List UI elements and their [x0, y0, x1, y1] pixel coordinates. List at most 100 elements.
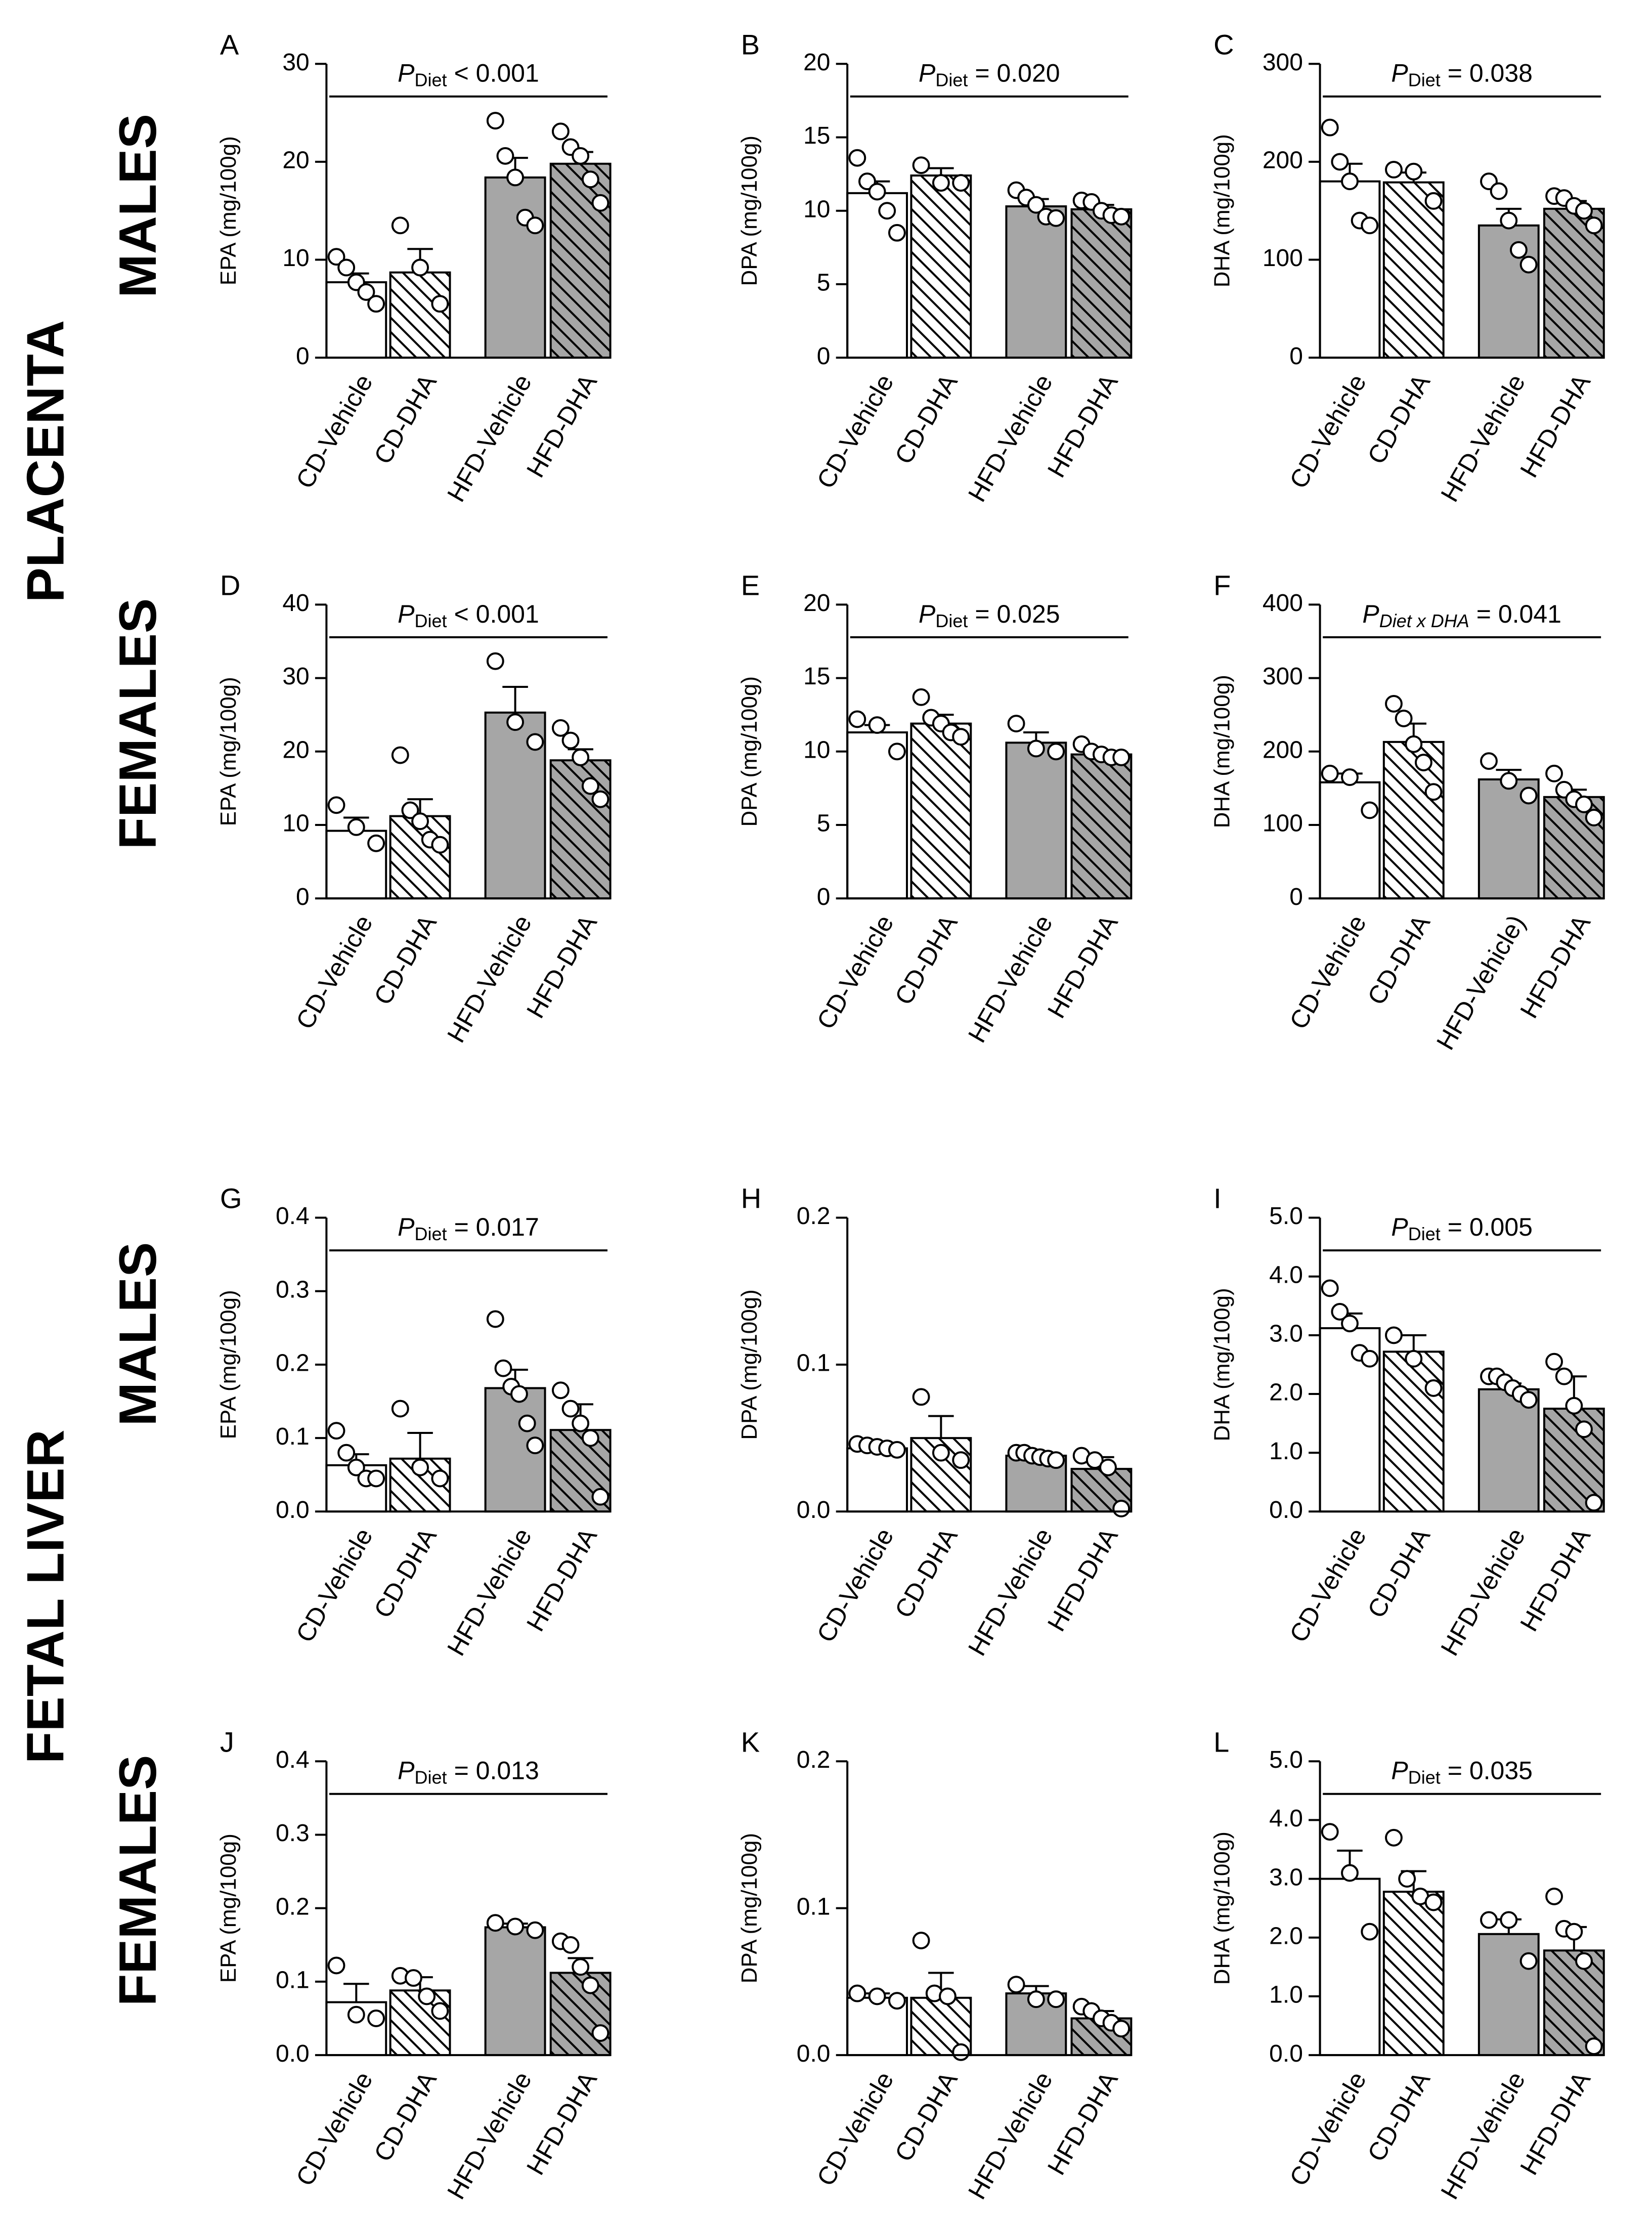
- data-point: [1321, 764, 1339, 782]
- data-point: [327, 248, 345, 266]
- x-tick-label: CD-Vehicle: [1284, 2067, 1372, 2191]
- data-point: [431, 2002, 449, 2020]
- bar: [1070, 208, 1133, 359]
- y-tick-label: 1.0: [1269, 1982, 1303, 2009]
- annotation-text: = 0.013: [454, 1757, 539, 1785]
- y-axis-label: EPA (mg/100g): [216, 677, 241, 826]
- y-axis-label: EPA (mg/100g): [216, 136, 241, 285]
- data-point: [431, 295, 449, 313]
- bar: [484, 176, 546, 359]
- annotation: PDiet = 0.038: [1391, 59, 1533, 90]
- data-point: [1007, 1976, 1025, 1994]
- data-point: [848, 1984, 866, 2002]
- data-point: [496, 147, 514, 165]
- annotation-text: = 0.035: [1448, 1757, 1533, 1785]
- y-tick-label: 0.1: [276, 1423, 310, 1450]
- y-tick-label: 0.0: [276, 1497, 310, 1523]
- data-point: [337, 258, 356, 277]
- annotation-p: P: [919, 59, 936, 88]
- x-tick-label: HFD-Vehicle: [1435, 2067, 1531, 2204]
- annotation-text: = 0.005: [1448, 1213, 1533, 1241]
- data-point: [1519, 1391, 1538, 1409]
- data-point: [591, 2024, 610, 2042]
- x-tick-label: CD-Vehicle: [811, 1523, 899, 1647]
- x-tick-label: CD-Vehicle: [1284, 1523, 1372, 1647]
- y-axis-label: DHA (mg/100g): [1209, 1831, 1234, 1985]
- data-point: [1112, 2020, 1131, 2038]
- x-tick-label: CD-DHA: [368, 910, 442, 1010]
- y-tick-label: 30: [282, 663, 309, 690]
- annotation: PDiet = 0.013: [398, 1757, 539, 1787]
- x-tick-label: HFD-Vehicle): [1431, 910, 1531, 1055]
- data-point: [1361, 216, 1379, 235]
- data-point: [1575, 1952, 1593, 1970]
- data-point: [848, 710, 866, 728]
- y-tick-label: 0.0: [797, 2040, 831, 2067]
- bar: [1319, 781, 1381, 900]
- bar: [1319, 1878, 1381, 2057]
- annotation: PDiet < 0.001: [398, 600, 539, 631]
- panel-letter: H: [741, 1183, 761, 1214]
- y-tick-label: 0.0: [276, 2040, 310, 2067]
- data-point: [1027, 196, 1045, 214]
- y-tick-label: 0.2: [276, 1350, 310, 1377]
- data-point: [939, 1987, 957, 2005]
- data-point: [932, 1444, 950, 1462]
- annotation: PDiet x DHA = 0.041: [1362, 600, 1561, 631]
- y-axis-label: DPA (mg/100g): [737, 676, 762, 827]
- y-tick-label: 20: [803, 49, 830, 76]
- data-point: [561, 1936, 580, 1954]
- x-tick-label: HFD-Vehicle: [442, 910, 537, 1047]
- data-point: [1585, 2037, 1603, 2056]
- data-point: [581, 777, 599, 795]
- data-point: [506, 713, 525, 731]
- y-tick-label: 20: [282, 147, 309, 174]
- data-point: [1341, 1864, 1359, 1882]
- data-point: [1424, 1893, 1443, 1911]
- annotation-text: = 0.025: [975, 600, 1060, 628]
- data-point: [1395, 709, 1413, 727]
- y-tick-label: 5: [817, 270, 831, 296]
- annotation-p: P: [398, 1213, 415, 1241]
- data-point: [1545, 1888, 1563, 1905]
- x-tick-label: CD-DHA: [889, 910, 963, 1010]
- data-point: [912, 156, 930, 174]
- row-label: FEMALES: [109, 598, 167, 850]
- panel-letter: J: [220, 1726, 234, 1758]
- annotation-text: = 0.017: [454, 1213, 539, 1241]
- data-point: [1321, 1279, 1339, 1297]
- data-point: [486, 112, 504, 129]
- y-tick-label: 0: [817, 343, 831, 370]
- data-point: [888, 1992, 906, 2010]
- y-tick-label: 100: [1263, 245, 1303, 272]
- data-point: [347, 818, 365, 836]
- data-point: [1047, 1451, 1065, 1469]
- data-point: [591, 790, 610, 808]
- annotation-p: P: [1391, 1213, 1408, 1241]
- x-tick-label: HFD-Vehicle: [442, 2067, 537, 2204]
- y-tick-label: 3.0: [1269, 1321, 1303, 1347]
- y-tick-label: 10: [282, 245, 309, 272]
- data-point: [1519, 787, 1538, 805]
- y-tick-label: 300: [1263, 49, 1303, 76]
- y-tick-label: 5: [817, 810, 831, 837]
- y-axis-label: DPA (mg/100g): [737, 1833, 762, 1984]
- panel-letter: E: [741, 569, 760, 601]
- y-tick-label: 20: [282, 736, 309, 763]
- bar: [389, 271, 451, 359]
- x-tick-label: HFD-Vehicle: [963, 2067, 1058, 2204]
- y-tick-label: 400: [1263, 590, 1303, 617]
- y-tick-label: 0.2: [797, 1747, 831, 1773]
- row-label: FEMALES: [109, 1755, 167, 2006]
- x-tick-label: CD-DHA: [1362, 2067, 1436, 2166]
- data-point: [494, 1359, 512, 1377]
- annotation-sub: Diet: [415, 1224, 447, 1244]
- bar: [1005, 205, 1067, 359]
- y-axis-label: DPA (mg/100g): [737, 1289, 762, 1440]
- annotation-text: = 0.041: [1476, 600, 1561, 628]
- y-tick-label: 2.0: [1269, 1923, 1303, 1949]
- data-point: [581, 1429, 599, 1447]
- data-point: [1500, 1911, 1518, 1929]
- data-point: [1047, 209, 1065, 227]
